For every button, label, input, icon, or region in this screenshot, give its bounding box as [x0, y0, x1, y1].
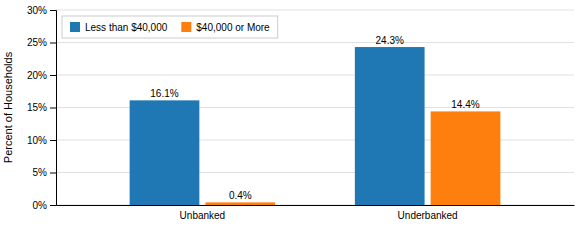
x-axis: Unbanked Underbanked — [57, 205, 575, 221]
legend-swatch — [70, 22, 80, 32]
series — [130, 47, 425, 205]
chart: 0% 5% 10% 15% 20% 25% 30% Unbanked Underbanked Pe… — [0, 0, 586, 229]
legend-swatch — [181, 22, 191, 32]
y-tick: 10% — [27, 135, 56, 146]
data-label: 24.3% — [376, 35, 404, 46]
x-tick-label: Unbanked — [180, 210, 226, 221]
y-axis: 0% 5% 10% 15% 20% 25% 30% — [27, 5, 57, 211]
legend-box — [62, 16, 278, 38]
bar — [205, 202, 275, 205]
data-label: 16.1% — [150, 88, 178, 99]
bar — [130, 100, 200, 205]
y-tick: 0% — [33, 200, 56, 211]
legend: Less than $40,000 $40,000 or More — [62, 16, 278, 38]
data-labels: 16.1% 24.3% 0.4% 14.4% — [150, 35, 479, 201]
y-tick: 30% — [27, 5, 56, 16]
y-tick-label: 10% — [27, 135, 47, 146]
grid-line — [56, 42, 574, 43]
legend-label: Less than $40,000 — [85, 22, 168, 33]
y-tick-mark — [50, 140, 56, 141]
series — [205, 111, 500, 205]
y-tick-label: 0% — [33, 200, 48, 211]
legend-label: $40,000 or More — [196, 22, 270, 33]
grid-line — [56, 10, 574, 11]
y-tick-label: 20% — [27, 70, 47, 81]
data-label: 14.4% — [451, 99, 479, 110]
bars — [130, 47, 501, 205]
bar — [355, 47, 425, 205]
x-tick-label: Underbanked — [398, 210, 458, 221]
grid — [56, 10, 574, 205]
y-tick-label: 25% — [27, 37, 47, 48]
y-tick-mark — [50, 173, 56, 174]
y-tick: 25% — [27, 37, 56, 48]
x-tick: Underbanked — [398, 205, 458, 221]
y-tick: 15% — [27, 102, 56, 113]
y-tick-label: 15% — [27, 102, 47, 113]
y-tick-mark — [50, 10, 56, 11]
grid-line — [56, 75, 574, 76]
y-axis-line — [50, 11, 57, 206]
x-tick: Unbanked — [180, 205, 226, 221]
y-tick: 5% — [33, 167, 56, 178]
y-tick-mark — [50, 108, 56, 109]
data-label: 0.4% — [229, 190, 252, 201]
y-tick-label: 5% — [33, 167, 48, 178]
x-axis-line — [57, 205, 575, 206]
plot: 0% 5% 10% 15% 20% 25% 30% Unbanked Underbanked Pe… — [2, 5, 575, 221]
y-axis-title: Percent of Households — [2, 51, 14, 163]
y-tick-mark — [50, 43, 56, 44]
y-tick-mark — [50, 205, 56, 206]
y-tick: 20% — [27, 70, 56, 81]
y-tick-label: 30% — [27, 5, 47, 16]
y-tick-mark — [50, 75, 56, 76]
bar — [431, 111, 501, 205]
